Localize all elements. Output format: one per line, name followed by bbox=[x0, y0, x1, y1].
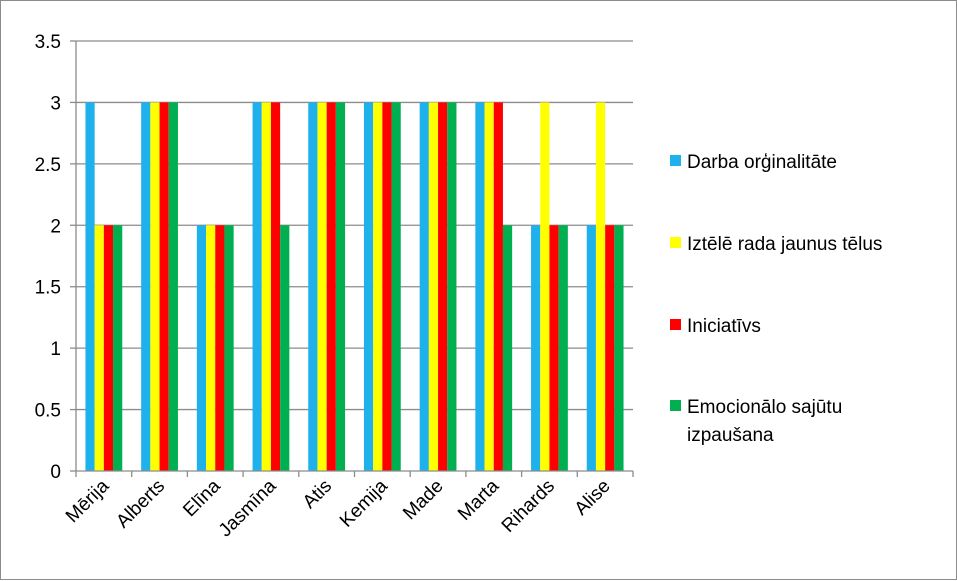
bar bbox=[215, 225, 225, 471]
bar bbox=[493, 102, 503, 471]
bar bbox=[391, 102, 401, 471]
legend-swatch bbox=[670, 319, 681, 330]
y-tick-label: 0 bbox=[50, 462, 61, 483]
legend: Darba orģinalitāte Iztēlē rada jaunus tēl… bbox=[670, 152, 882, 446]
bar bbox=[335, 102, 346, 471]
bar bbox=[447, 102, 457, 471]
bar bbox=[502, 225, 513, 471]
bar bbox=[113, 225, 123, 471]
legend-label: Darba orģinalitāte bbox=[687, 152, 837, 173]
bar bbox=[224, 225, 234, 471]
bar bbox=[605, 225, 615, 471]
bar bbox=[438, 102, 448, 471]
y-tick-label: 3.5 bbox=[35, 32, 61, 53]
legend-label: Emocionālo sajūtu bbox=[687, 397, 842, 418]
x-tick-label: Made bbox=[399, 476, 447, 524]
bar bbox=[428, 102, 439, 471]
bar bbox=[326, 102, 336, 471]
bar bbox=[280, 225, 290, 471]
x-tick-label: Elīna bbox=[179, 475, 225, 521]
bar bbox=[141, 102, 151, 471]
legend-label: Iniciatīvs bbox=[687, 316, 761, 337]
bar bbox=[196, 225, 207, 471]
bar bbox=[540, 102, 550, 471]
axes bbox=[70, 40, 634, 477]
bar bbox=[252, 102, 262, 471]
bar bbox=[270, 102, 281, 471]
x-tick-label: Alise bbox=[571, 476, 615, 520]
bar bbox=[484, 102, 494, 471]
bar bbox=[103, 225, 114, 471]
y-tick-labels: 0 0.5 1 1.5 2 2.5 3 3.5 bbox=[35, 32, 61, 483]
x-tick-label: Atis bbox=[299, 476, 336, 513]
bar bbox=[168, 102, 178, 471]
x-tick-label: Rihards bbox=[498, 476, 559, 537]
bar bbox=[206, 225, 216, 471]
bar bbox=[159, 102, 169, 471]
y-tick-label: 0.5 bbox=[35, 401, 61, 422]
bars bbox=[85, 102, 624, 471]
y-tick-label: 1 bbox=[50, 339, 61, 360]
bar bbox=[475, 102, 485, 471]
bar bbox=[373, 102, 383, 471]
bar bbox=[419, 102, 429, 471]
x-tick-label: Alberts bbox=[112, 476, 169, 533]
bar bbox=[549, 225, 559, 471]
legend-swatch bbox=[670, 237, 681, 248]
x-tick-label: Marta bbox=[454, 475, 503, 524]
bar bbox=[150, 102, 160, 471]
y-tick-label: 2.5 bbox=[35, 155, 61, 176]
bar bbox=[363, 102, 374, 471]
x-tick-label: Kemija bbox=[336, 475, 392, 531]
legend-swatch bbox=[670, 400, 681, 411]
x-tick-label: Mērija bbox=[62, 475, 114, 527]
bar bbox=[85, 102, 95, 471]
bar bbox=[317, 102, 327, 471]
bar bbox=[614, 225, 624, 471]
legend-label: izpaušana bbox=[687, 425, 774, 446]
bar bbox=[308, 102, 318, 471]
y-tick-label: 3 bbox=[50, 93, 61, 114]
bar bbox=[382, 102, 392, 471]
bar bbox=[595, 102, 606, 471]
bar bbox=[558, 225, 568, 471]
bar bbox=[531, 225, 541, 471]
y-tick-label: 2 bbox=[50, 216, 61, 237]
bar bbox=[94, 225, 104, 471]
bar bbox=[586, 225, 596, 471]
x-tick-label: Jasmīna bbox=[215, 475, 281, 541]
legend-label: Iztēlē rada jaunus tēlus bbox=[687, 234, 882, 255]
y-tick-label: 1.5 bbox=[35, 278, 61, 299]
legend-swatch bbox=[670, 155, 681, 166]
bar bbox=[261, 102, 271, 471]
